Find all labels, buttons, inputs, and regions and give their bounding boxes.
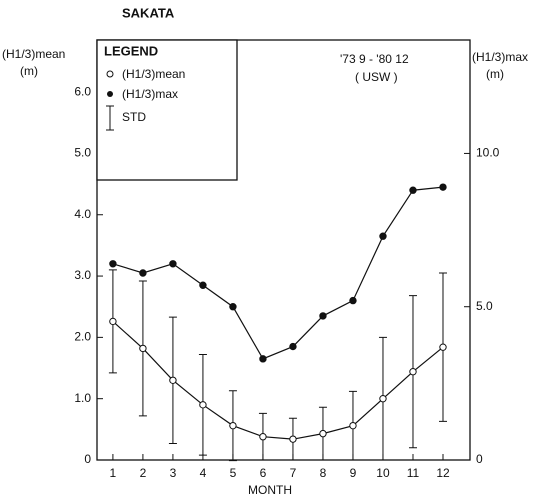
data-point [439,343,447,351]
data-point [229,303,237,311]
y2-tick-label: 0 [476,452,483,466]
data-point [439,183,447,191]
y-tick-label: 6.0 [74,84,91,98]
data-point [319,429,327,438]
y-tick-label: 2.0 [74,330,91,344]
data-point [139,344,147,353]
data-point [349,296,357,305]
x-tick-label: 6 [260,466,267,480]
data-point [289,435,297,443]
x-tick-label: 3 [170,466,177,480]
y-tick-label: 0 [84,452,91,466]
legend-label: STD [122,110,146,124]
data-point [259,355,267,363]
plot-frame [96,39,471,461]
x-tick-label: 1 [110,466,117,480]
data-point [169,260,177,268]
data-point [349,421,357,430]
y-axis-label: (H1/3)mean [2,47,65,61]
legend-label: (H1/3)max [122,87,178,101]
data-point [139,269,147,277]
x-axis-label: MONTH [248,483,292,497]
data-point [409,186,417,194]
chart-title: SAKATA [122,5,175,20]
data-point [259,433,267,441]
x-tick-label: 2 [140,466,147,480]
data-point [379,394,387,403]
data-point [379,232,387,240]
legend-marker [106,70,114,78]
data-point [409,368,417,376]
y-axis-unit: (m) [20,64,38,78]
y2-tick-label: 10.0 [476,146,500,160]
x-tick-label: 9 [350,466,357,480]
data-point [229,421,237,430]
data-point [109,317,117,326]
data-point [169,376,177,384]
series-line [112,186,444,360]
annotation: '73 9 - '80 12 [340,52,409,66]
y2-axis-label: (H1/3)max [472,50,528,64]
data-point [199,401,207,409]
x-tick-label: 12 [436,466,450,480]
y-tick-label: 3.0 [74,268,91,282]
data-point [199,281,207,289]
legend-box [96,39,238,181]
data-point [109,260,117,268]
data-point [289,342,297,351]
legend-marker [107,91,113,97]
y2-tick-label: 5.0 [476,299,493,313]
x-tick-label: 10 [376,466,390,480]
y2-axis-unit: (m) [486,67,504,81]
x-tick-label: 8 [320,466,327,480]
x-tick-label: 4 [200,466,207,480]
x-tick-label: 5 [230,466,237,480]
x-tick-label: 11 [407,466,420,480]
data-point [319,312,327,320]
series-line [112,320,444,440]
annotation: ( USW ) [355,70,398,84]
legend-std-icon [106,105,114,131]
legend-label: (H1/3)mean [122,67,185,81]
x-tick-label: 7 [290,466,297,480]
y-tick-label: 5.0 [74,146,91,160]
y-tick-label: 4.0 [74,207,91,221]
y-tick-label: 1.0 [74,391,91,405]
legend-title: LEGEND [104,43,158,58]
